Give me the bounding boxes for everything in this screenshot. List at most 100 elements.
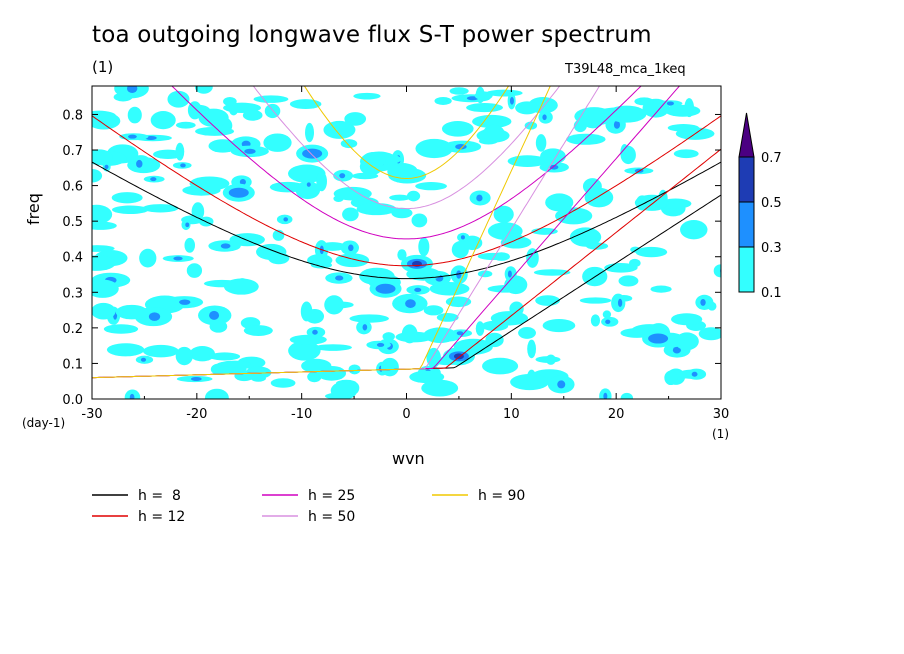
field-patch-mid bbox=[613, 120, 621, 129]
axes: -30 -20 -10 0 10 20 30 0.0 0.1 0.2 0.3 0.4 0.5 0.6 0.7… bbox=[62, 86, 729, 422]
field-patch-low bbox=[142, 344, 179, 358]
field-patch-low bbox=[482, 357, 519, 375]
field-patch-mid bbox=[239, 179, 246, 186]
field-patch-low bbox=[535, 295, 560, 306]
field-patch-mid bbox=[220, 243, 231, 249]
field-patch-low bbox=[142, 204, 179, 213]
field-peak-mid bbox=[648, 333, 669, 344]
field-patch-low bbox=[533, 269, 571, 276]
colorbar-label: 0.3 bbox=[761, 241, 782, 256]
field-patch-low bbox=[475, 321, 485, 336]
field-patch-low bbox=[305, 308, 325, 324]
field-patch-mid bbox=[209, 310, 220, 320]
field-patch-low bbox=[167, 90, 190, 108]
colorbar-segment bbox=[738, 201, 755, 248]
y-tick-label: 0.5 bbox=[62, 215, 83, 230]
colorbar-segment bbox=[738, 246, 755, 293]
field-patch-low bbox=[680, 219, 708, 240]
field-patch-low bbox=[356, 203, 397, 216]
field-patch-low bbox=[406, 190, 421, 202]
field-patch-low bbox=[382, 332, 395, 341]
field-patch-mid bbox=[136, 159, 143, 168]
field-patch-low bbox=[223, 96, 237, 106]
field-patch-low bbox=[115, 304, 148, 320]
field-patch-mid bbox=[456, 331, 464, 336]
field-patch-low bbox=[671, 313, 703, 326]
field-patch-low bbox=[524, 121, 538, 130]
chart-subtitle: (1) bbox=[92, 58, 114, 76]
field-patch-low bbox=[436, 313, 459, 322]
field-patch-low bbox=[139, 248, 157, 268]
field-patch-low bbox=[586, 242, 609, 250]
field-patch-low bbox=[289, 334, 327, 345]
legend-label: h = 90 bbox=[478, 488, 525, 504]
field-patch-mid bbox=[376, 342, 385, 347]
field-patch-low bbox=[92, 112, 121, 130]
legend: h = 8 h = 12 h = 25 h = 50 h = 90 bbox=[92, 488, 525, 525]
legend-label: h = 50 bbox=[308, 509, 355, 525]
field-patch-low bbox=[243, 325, 273, 336]
field-patch-low bbox=[307, 254, 333, 267]
gravity-curve-h50 bbox=[252, 86, 561, 210]
field-patch-mid bbox=[335, 275, 344, 281]
field-patch-low bbox=[497, 233, 524, 241]
x-axis-label: wvn bbox=[392, 449, 425, 468]
field-patch-low bbox=[92, 245, 115, 252]
field-patch-low bbox=[187, 101, 202, 120]
field-patch-low bbox=[418, 237, 430, 257]
field-patch-low bbox=[342, 207, 359, 222]
field-patch-low bbox=[223, 278, 259, 295]
colorbar-label: 0.7 bbox=[761, 151, 782, 166]
field-patch-low bbox=[629, 258, 641, 268]
field-patch-low bbox=[111, 205, 149, 215]
field-patch-low bbox=[620, 392, 634, 399]
gravity-curve-h90 bbox=[303, 86, 510, 180]
field-patch-low bbox=[527, 339, 537, 359]
field-patch-mid bbox=[460, 235, 465, 240]
field-patch-low bbox=[423, 327, 457, 343]
field-patch-low bbox=[263, 133, 292, 152]
field-patch-low bbox=[150, 111, 176, 130]
field-patch-low bbox=[92, 302, 116, 320]
colorbar-label: 0.5 bbox=[761, 196, 782, 211]
field-patch-mid bbox=[312, 329, 318, 335]
field-patch-mid bbox=[104, 164, 109, 169]
field-patch-low bbox=[288, 340, 321, 361]
field-patch-mid bbox=[129, 393, 135, 399]
field-patch-low bbox=[189, 176, 230, 191]
legend-label: h = 25 bbox=[308, 488, 355, 504]
field-patch-low bbox=[667, 124, 700, 132]
field-patch-low bbox=[333, 186, 372, 201]
field-patch-low bbox=[707, 301, 717, 311]
field-patch-low bbox=[103, 324, 139, 334]
field-patch-low bbox=[361, 152, 386, 169]
field-patch-mid bbox=[605, 319, 611, 324]
dispersion-curves bbox=[92, 86, 721, 379]
field-patch-low bbox=[602, 310, 612, 319]
field-patch-mid bbox=[509, 97, 514, 105]
field-patch-low bbox=[208, 139, 237, 153]
field-patch-mid bbox=[617, 298, 623, 308]
x-tick-label: 10 bbox=[503, 407, 520, 422]
field-patch-low bbox=[542, 318, 576, 333]
field-patch-low bbox=[526, 248, 539, 268]
colorbar-arrow bbox=[738, 112, 755, 158]
field-patch-low bbox=[434, 96, 452, 105]
field-patch-low bbox=[391, 207, 413, 219]
field-patch-low bbox=[189, 345, 216, 362]
field-patch-low bbox=[289, 99, 322, 110]
field-patch-low bbox=[288, 164, 326, 183]
field-patch-mid bbox=[414, 287, 422, 292]
field-patch-low bbox=[566, 133, 606, 145]
field-patch-low bbox=[545, 354, 556, 365]
field-patch-low bbox=[92, 169, 103, 183]
field-patch-low bbox=[324, 295, 344, 315]
legend-label: h = 12 bbox=[138, 509, 185, 525]
field-patch-low bbox=[579, 297, 612, 304]
field-patch-mid bbox=[700, 298, 706, 306]
x-tick-label: -30 bbox=[81, 407, 102, 422]
field-patch-low bbox=[397, 249, 407, 261]
field-patch-mid bbox=[362, 324, 368, 331]
legend-label: h = 8 bbox=[138, 488, 181, 504]
field-patch-low bbox=[618, 275, 639, 287]
